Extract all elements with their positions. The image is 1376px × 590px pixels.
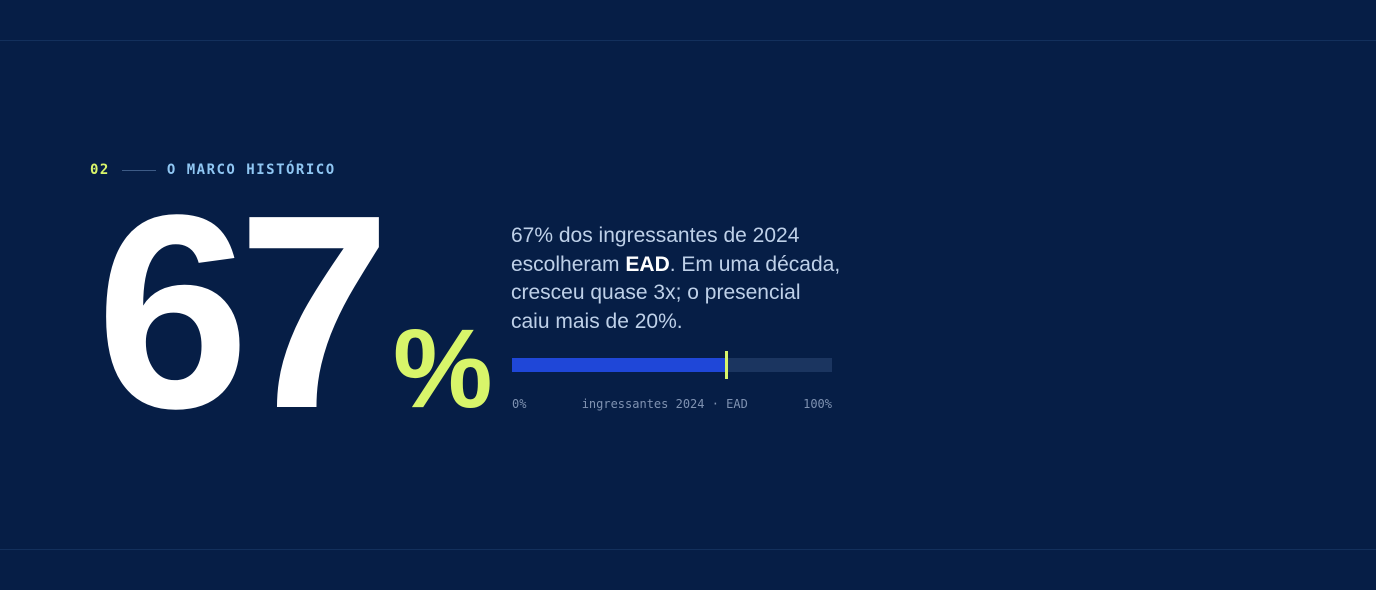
- eyebrow-dash: [121, 169, 156, 171]
- progress-fill: [512, 358, 727, 372]
- progress-track: [512, 351, 832, 379]
- stat-description: 67% dos ingressantes de 2024 escolheram …: [511, 222, 841, 336]
- scale-min-label: 0%: [512, 397, 527, 411]
- top-divider: [0, 40, 1376, 41]
- progress-scale: 0% ingressantes 2024 · EAD 100%: [512, 397, 832, 411]
- headline-stat: 67 %: [96, 158, 493, 466]
- description-highlight: EAD: [625, 252, 670, 276]
- scale-caption: ingressantes 2024 · EAD: [581, 397, 748, 411]
- section-title: O MARCO HISTÓRICO: [166, 162, 336, 178]
- section-eyebrow: 02 O MARCO HISTÓRICO: [90, 160, 336, 180]
- section-number: 02: [90, 162, 110, 178]
- description-text-start: 67% dos ingressantes de 2024 escolheram: [511, 224, 800, 276]
- description-text-end: . Em uma década, cresceu quase 3x; o pre…: [511, 252, 841, 333]
- stat-unit: %: [393, 306, 493, 431]
- stat-value: 67: [96, 158, 391, 466]
- bottom-divider: [0, 549, 1376, 550]
- scale-max-label: 100%: [803, 397, 832, 411]
- progress-marker: [725, 351, 729, 379]
